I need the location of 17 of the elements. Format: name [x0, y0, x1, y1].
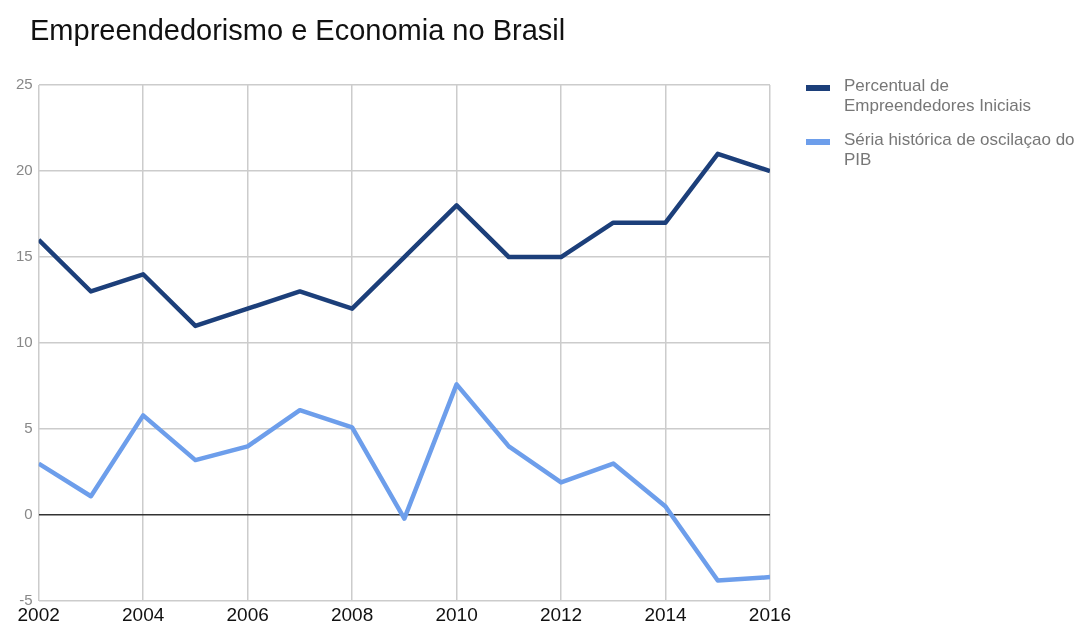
y-tick-label: 5: [24, 419, 33, 437]
y-tick-label: 20: [16, 161, 33, 179]
chart-title: Empreendedorismo e Economia no Brasil: [30, 14, 566, 47]
y-tick-label: 0: [24, 505, 33, 523]
legend-label: Séria histórica de oscilaçao do PIB: [844, 130, 1076, 170]
x-tick-label: 2012: [539, 603, 583, 625]
x-tick-label: 2008: [330, 603, 374, 625]
y-tick-label: 25: [16, 75, 33, 93]
x-tick-label: 2016: [748, 603, 792, 625]
y-tick-label: -5: [19, 591, 33, 609]
y-tick-label: 15: [16, 247, 33, 265]
y-tick-label: 10: [16, 333, 33, 351]
x-tick-label: 2010: [435, 603, 478, 625]
x-tick-label: 2004: [122, 603, 165, 625]
x-tick-label: 2014: [644, 603, 688, 625]
legend-label: Percentual de Empreendedores Iniciais: [844, 76, 1033, 116]
x-tick-label: 2006: [226, 603, 269, 625]
